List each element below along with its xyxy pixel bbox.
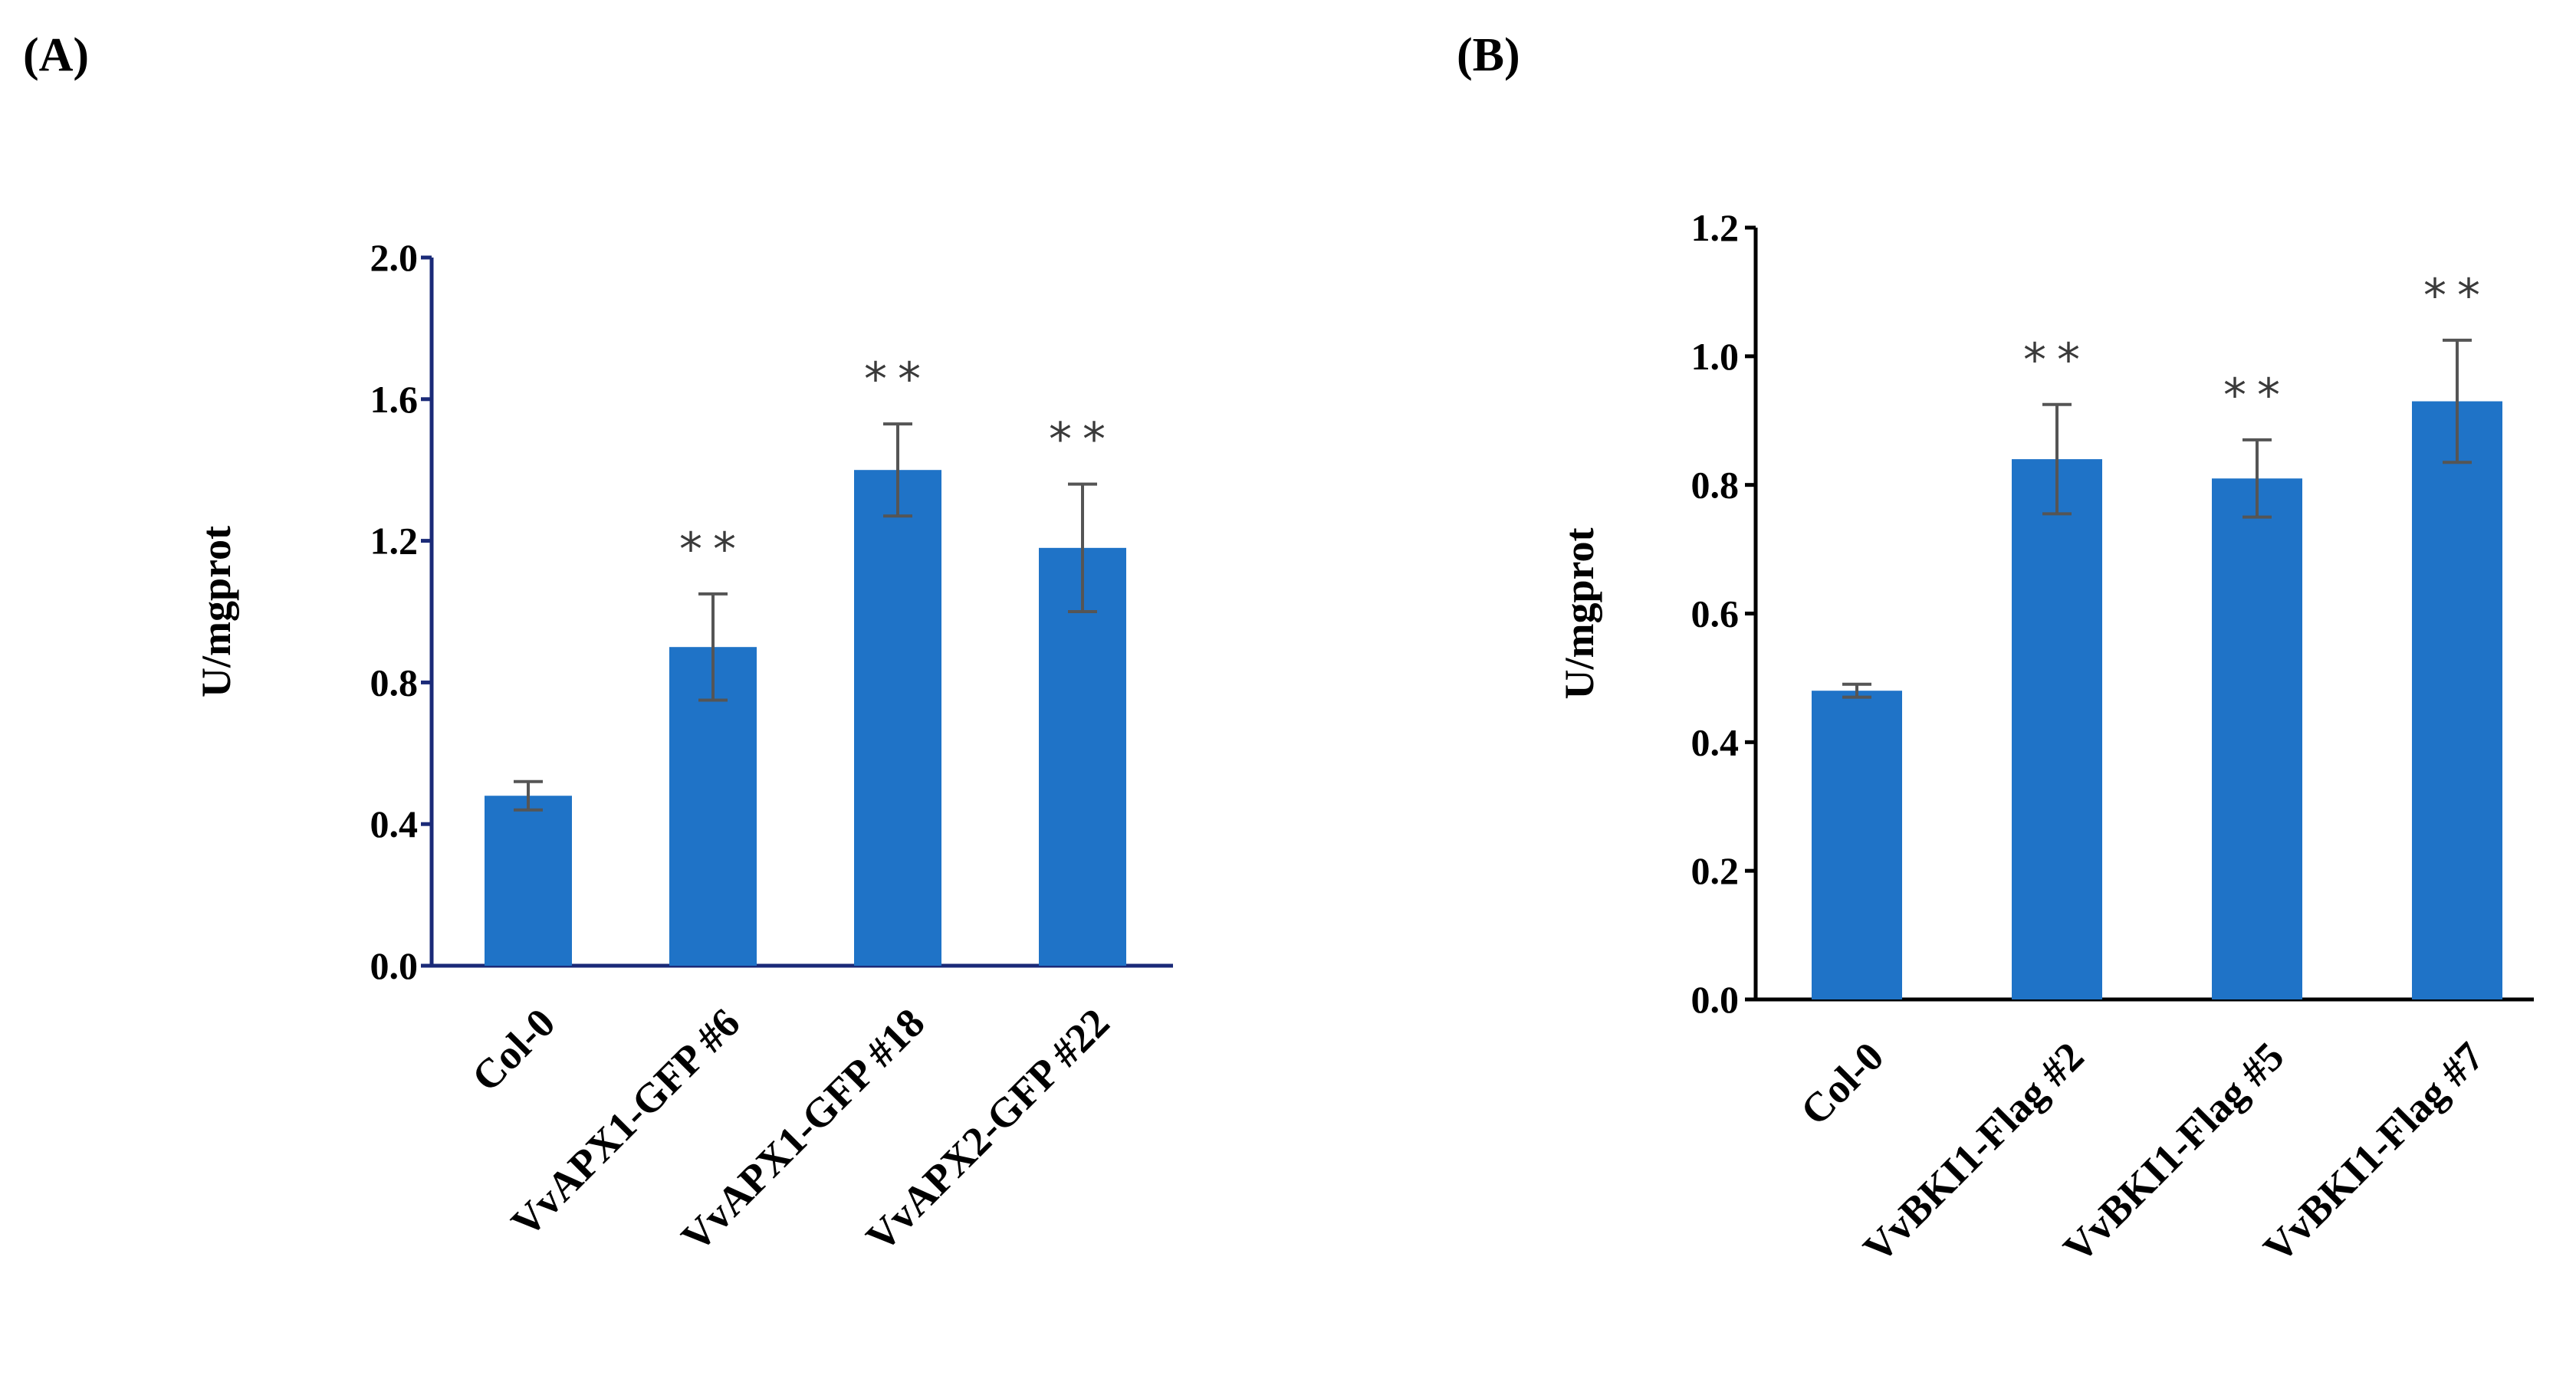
- panel-a-y-tick-label: 0.4: [370, 802, 419, 845]
- panel-b: (B) 0.0 0.2 0.4 0.6 0.8 1.0 1.2 U/mgprot Col-0 **…: [1457, 29, 2534, 1272]
- panel-b-significance-marker: **: [2423, 269, 2491, 323]
- panel-b-y-tick-label: 0.0: [1691, 978, 1740, 1021]
- panel-a-error-bar: [698, 592, 728, 702]
- panel-a-y-axis-title: U/mgprot: [193, 526, 239, 697]
- panel-b-y-tick-label: 0.2: [1691, 849, 1740, 892]
- panel-a-bar: [485, 796, 572, 966]
- panel-a-x-category-label: Col-0: [463, 999, 564, 1101]
- panel-b-label: (B): [1457, 29, 1520, 81]
- panel-a-y-tick-label: 1.2: [370, 520, 419, 563]
- panel-a-label: (A): [23, 29, 89, 81]
- panel-b-significance-marker: **: [2023, 333, 2091, 387]
- panel-b-error-bar: [1842, 682, 1871, 699]
- panel-b-bar: [2012, 459, 2102, 999]
- panel-a-error-bar: [514, 779, 543, 812]
- panel-a: (A) 0.00.40.81.21.62.0U/mgprotCol-0**VvA…: [23, 29, 1173, 1260]
- panel-b-error-bar: [2042, 402, 2072, 516]
- panel-a-y-tick-label: 2.0: [370, 236, 419, 279]
- panel-a-significance-marker: **: [1049, 413, 1116, 467]
- panel-b-y-tick-label: 0.8: [1691, 464, 1740, 507]
- panel-a-y-tick-label: 1.6: [370, 378, 419, 421]
- panel-a-y-tick-label: 0.0: [370, 944, 419, 987]
- panel-b-y-tick-label: 1.0: [1691, 335, 1740, 378]
- panel-b-y-tick-label: 1.2: [1691, 206, 1740, 249]
- panel-a-y-tick-label: 0.8: [370, 661, 419, 704]
- panel-b-x-category-label: VvBKI1-Flag #7: [2255, 1033, 2493, 1272]
- panel-b-error-bar: [2443, 338, 2472, 464]
- panel-b-y-tick-label: 0.6: [1691, 592, 1740, 635]
- panel-b-y-tick-label: 0.4: [1691, 720, 1740, 763]
- panel-a-error-bar: [1068, 482, 1097, 613]
- panel-a-bar: [854, 470, 941, 966]
- panel-b-x-category-label: Col-0: [1792, 1033, 1893, 1134]
- panel-a-significance-marker: **: [679, 523, 747, 576]
- panel-a-significance-marker: **: [864, 353, 932, 406]
- panel-b-bar: [1812, 691, 1902, 999]
- panel-b-y-axis-title: U/mgprot: [1556, 527, 1602, 699]
- panel-a-error-bar: [883, 422, 912, 518]
- panel-b-error-bar: [2242, 438, 2272, 519]
- panel-b-bar: [2412, 401, 2502, 999]
- panel-a-bar: [1039, 547, 1126, 966]
- panel-b-significance-marker: **: [2223, 369, 2291, 422]
- panel-b-bar: [2212, 478, 2302, 999]
